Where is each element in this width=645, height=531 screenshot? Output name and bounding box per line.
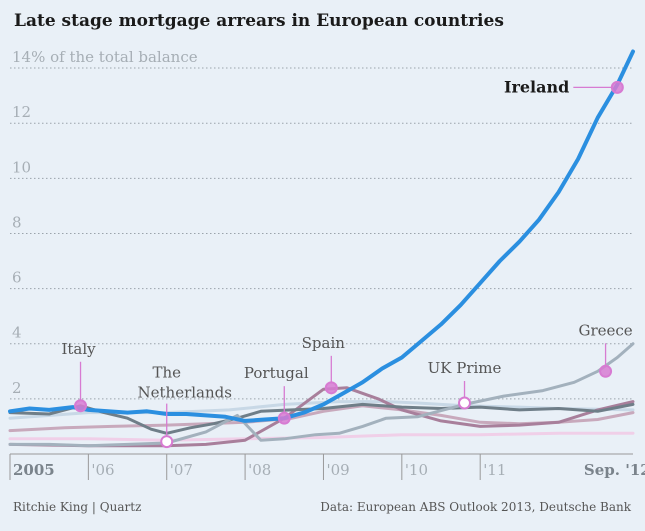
series-line-greece: [8, 342, 635, 448]
y-tick-label: 2: [12, 379, 22, 397]
x-tick-label: Sep. '12: [584, 461, 645, 479]
source-text: Data: European ABS Outlook 2013, Deutsch…: [320, 500, 631, 514]
annotation-label: UK Prime: [428, 359, 502, 377]
annotation-marker-portugal: [277, 411, 291, 425]
annotation-marker-italy: [74, 399, 88, 413]
annotation-marker-uk: [458, 396, 472, 410]
annotation-label: Portugal: [244, 364, 309, 382]
annotation-label: Spain: [302, 334, 346, 352]
series-line-ireland: [8, 49, 635, 423]
x-tick-label: '08: [248, 461, 271, 479]
chart-title: Late stage mortgage arrears in European …: [14, 11, 504, 31]
y-tick-label: 4: [12, 324, 22, 342]
annotation-marker-ireland: [610, 80, 624, 94]
annotation-marker-spain: [324, 381, 338, 395]
y-tick-label: 6: [12, 269, 22, 287]
annotation-label: Italy: [61, 340, 96, 358]
annotation-label: Ireland: [504, 77, 569, 96]
y-tick-label: 10: [12, 158, 31, 176]
series-line-italy: [8, 402, 635, 435]
x-tick-label: '07: [170, 461, 193, 479]
series-line-netherlands: [8, 431, 635, 442]
y-tick-label: 12: [12, 103, 31, 121]
annotation-label: Netherlands: [138, 384, 232, 402]
x-tick-label: '06: [91, 461, 114, 479]
series-line-spain: [8, 386, 635, 448]
x-tick-label: 2005: [13, 461, 55, 479]
y-tick-label: 14% of the total balance: [12, 48, 198, 66]
annotation-marker-greece: [599, 364, 613, 378]
x-tick-label: '10: [405, 461, 428, 479]
x-tick-label: '11: [483, 461, 506, 479]
annotation-label: The: [152, 364, 181, 382]
annotation-marker-netherlands: [160, 435, 174, 449]
x-tick-label: '09: [326, 461, 349, 479]
annotation-label: Greece: [578, 321, 632, 339]
credit-text: Ritchie King | Quartz: [13, 500, 142, 514]
y-tick-label: 8: [12, 213, 22, 231]
